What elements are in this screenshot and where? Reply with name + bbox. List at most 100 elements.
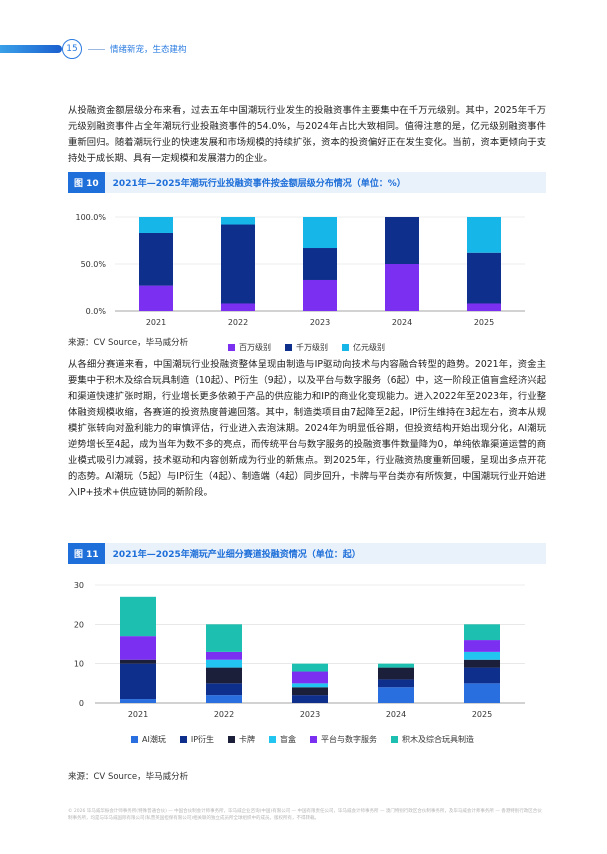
section-title: 情绪新宠，生态建构 <box>110 45 187 55</box>
legend-item: IP衍生 <box>179 734 215 745</box>
bar-segment <box>464 640 500 652</box>
figure11-source: 来源：CV Source，毕马威分析 <box>68 772 189 782</box>
x-tick-label: 2021 <box>128 710 148 719</box>
bar-segment <box>206 695 242 703</box>
header-accent-bar <box>0 45 62 53</box>
y-tick-label: 100.0% <box>75 213 106 222</box>
bar-segment <box>378 667 414 680</box>
x-tick-label: 2025 <box>472 710 492 719</box>
legend-label: 平台与数字服务 <box>321 735 378 744</box>
bar-segment <box>464 651 500 660</box>
bar-segment <box>303 279 337 311</box>
bar-segment <box>221 217 255 225</box>
intro-paragraph: 从投融资金额层级分布来看，过去五年中国潮玩行业发生的投融资事件主要集中在千万元级… <box>68 105 546 164</box>
legend-item: 卡牌 <box>228 734 255 745</box>
bar-segment <box>378 687 414 703</box>
legend-swatch <box>179 736 187 743</box>
copyright-footer: © 2026 毕马威华振会计师事务所(特殊普通合伙) — 中国合伙制会计师事务所… <box>68 809 542 821</box>
bar-segment <box>221 303 255 311</box>
legend-swatch <box>391 736 399 743</box>
legend-item: 千万级别 <box>285 342 328 353</box>
legend-swatch <box>131 736 138 743</box>
figure10-title: 2021年—2025年潮玩行业投融资事件按金额层级分布情况（单位：%） <box>112 179 406 189</box>
bar-segment <box>206 667 242 684</box>
bar-segment <box>120 596 156 637</box>
y-tick-label: 0 <box>79 699 84 708</box>
bar-segment <box>120 636 156 660</box>
y-tick-label: 20 <box>74 620 84 629</box>
bar-segment <box>378 663 414 668</box>
x-tick-label: 2021 <box>146 318 166 327</box>
bar-segment <box>303 248 337 280</box>
y-tick-label: 30 <box>74 581 84 590</box>
x-tick-label: 2025 <box>474 318 494 327</box>
figure11-tag: 图 11 <box>68 543 105 564</box>
bar-segment <box>206 624 242 652</box>
bar-segment <box>206 659 242 668</box>
legend-swatch <box>228 344 235 351</box>
segment-paragraph: 从各细分赛道来看，中国潮玩行业投融资整体呈现由制造与IP驱动向技术与内容融合转型… <box>68 359 546 498</box>
y-tick-label: 50.0% <box>81 260 107 269</box>
bar-segment <box>292 671 328 684</box>
figure10-source: 来源：CV Source，毕马威分析 <box>68 338 189 348</box>
x-tick-label: 2023 <box>300 710 320 719</box>
bar-segment <box>206 683 242 696</box>
legend-item: 盲盒 <box>269 734 296 745</box>
bar-segment <box>292 683 328 688</box>
bar-segment <box>464 624 500 641</box>
figure11-title-bar: 图 11 2021年—2025年潮玩产业细分赛道投融资情况（单位：起） <box>68 543 546 564</box>
bar-segment <box>467 252 501 304</box>
legend-label: 千万级别 <box>296 343 328 352</box>
legend-swatch <box>342 344 349 351</box>
x-tick-label: 2024 <box>386 710 406 719</box>
legend-label: IP衍生 <box>190 735 215 744</box>
x-tick-label: 2024 <box>392 318 412 327</box>
legend-swatch <box>285 344 292 351</box>
bar-segment <box>221 224 255 304</box>
legend-item: 积木及综合玩具制造 <box>391 734 474 745</box>
legend-swatch <box>310 736 318 743</box>
bar-segment <box>120 663 156 700</box>
bar-segment <box>120 699 156 703</box>
header-divider <box>88 49 105 50</box>
bar-segment <box>303 217 337 249</box>
bar-segment <box>120 659 156 664</box>
bar-segment <box>385 217 419 264</box>
bar-segment <box>139 285 173 311</box>
legend-item: AI潮玩 <box>131 734 166 745</box>
legend-label: 卡牌 <box>239 735 256 744</box>
y-tick-label: 10 <box>74 660 84 669</box>
figure10-title-bar: 图 10 2021年—2025年潮玩行业投融资事件按金额层级分布情况（单位：%） <box>68 172 546 193</box>
y-tick-label: 0.0% <box>86 307 107 316</box>
bar-segment <box>464 667 500 684</box>
bar-segment <box>292 687 328 696</box>
legend-label: 积木及综合玩具制造 <box>402 735 475 744</box>
bar-segment <box>385 264 419 311</box>
legend-label: 盲盒 <box>280 735 297 744</box>
figure11-legend: AI潮玩 IP衍生 卡牌 盲盒 平台与数字服务 积木及综合玩具制造 <box>131 734 474 745</box>
legend-swatch <box>228 736 236 743</box>
legend-swatch <box>269 736 277 743</box>
x-tick-label: 2023 <box>310 318 330 327</box>
bar-segment <box>292 663 328 672</box>
legend-item: 百万级别 <box>228 342 271 353</box>
x-tick-label: 2022 <box>214 710 234 719</box>
bar-segment <box>378 679 414 688</box>
bar-segment <box>292 695 328 703</box>
figure10-tag: 图 10 <box>68 172 105 193</box>
figure10-legend: 百万级别 千万级别 亿元级别 <box>228 342 385 353</box>
legend-label: AI潮玩 <box>142 735 166 744</box>
bar-segment <box>139 217 173 233</box>
bar-segment <box>206 651 242 660</box>
legend-item: 平台与数字服务 <box>310 734 377 745</box>
bar-segment <box>467 303 501 311</box>
legend-item: 亿元级别 <box>342 342 385 353</box>
bar-segment <box>139 232 173 286</box>
legend-label: 亿元级别 <box>353 343 385 352</box>
figure11-title: 2021年—2025年潮玩产业细分赛道投融资情况（单位：起） <box>112 550 361 560</box>
x-tick-label: 2022 <box>228 318 248 327</box>
bar-segment <box>464 683 500 703</box>
legend-label: 百万级别 <box>239 343 271 352</box>
bar-segment <box>464 659 500 668</box>
bar-segment <box>467 217 501 253</box>
